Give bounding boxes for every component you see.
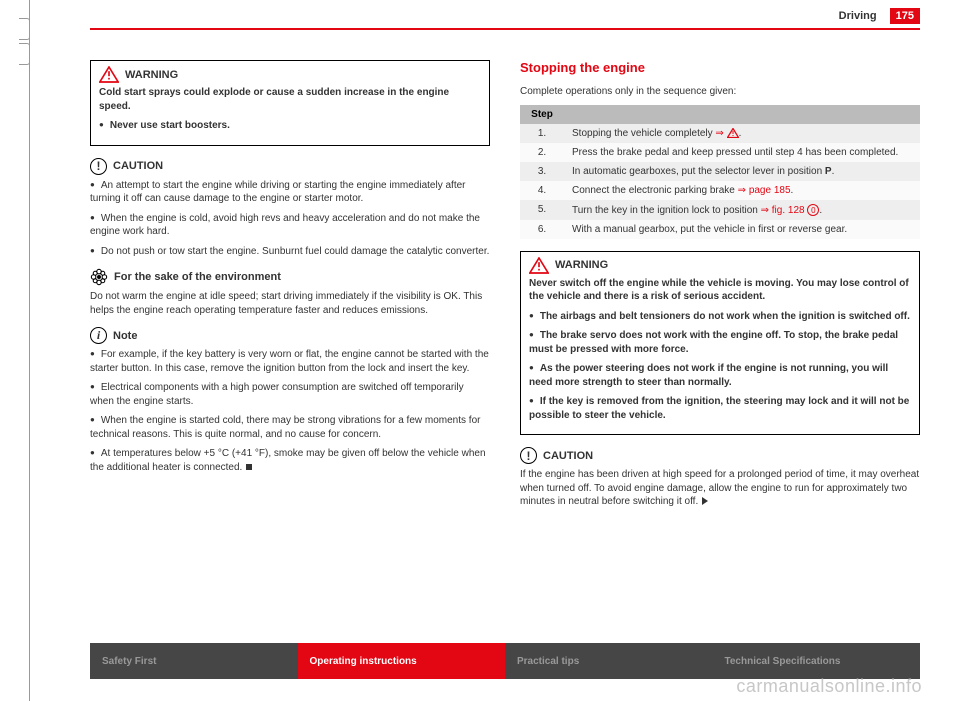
caution-list: An attempt to start the engine while dri… (90, 179, 490, 259)
page-link: ⇒ page 185 (738, 185, 791, 196)
step-no: 1. (520, 124, 564, 143)
page-number: 175 (890, 8, 920, 24)
list-item: If the key is removed from the ignition,… (529, 395, 911, 422)
warning-head: WARNING (529, 257, 911, 274)
step-text: Turn the key in the ignition lock to pos… (564, 200, 920, 220)
tab-operating[interactable]: Operating instructions (298, 643, 506, 679)
note-list: For example, if the key battery is very … (90, 348, 490, 474)
warning-box: WARNING Cold start sprays could explode … (90, 60, 490, 146)
step-no: 4. (520, 181, 564, 200)
watermark: carmanualsonline.info (736, 676, 922, 697)
list-item: The airbags and belt tensioners do not w… (529, 310, 911, 324)
list-item: When the engine is cold, avoid high revs… (90, 212, 490, 239)
warning-title: WARNING (555, 259, 608, 271)
warning-lead: Never switch off the engine while the ve… (529, 277, 911, 304)
caution-title: CAUTION (543, 450, 593, 462)
step-text: Stopping the vehicle completely ⇒ . (564, 124, 920, 143)
step-text: Connect the electronic parking brake ⇒ p… (564, 181, 920, 200)
caution-text: If the engine has been driven at high sp… (520, 468, 920, 509)
header-section: Driving (839, 10, 877, 22)
content-area: WARNING Cold start sprays could explode … (90, 60, 920, 515)
warning-triangle-icon (727, 128, 739, 138)
table-head-blank (564, 105, 920, 124)
position-badge: 0 (807, 204, 819, 216)
step-text-a: Connect the electronic parking brake (572, 185, 738, 196)
page: Driving 175 WARNING Cold start sprays co… (0, 0, 960, 701)
step-text-c: . (739, 128, 742, 139)
step-no: 3. (520, 162, 564, 181)
flower-icon (90, 268, 108, 286)
step-text-b: . (819, 205, 822, 216)
note-title: Note (113, 330, 137, 342)
table-row: 5. Turn the key in the ignition lock to … (520, 200, 920, 220)
list-item: When the engine is started cold, there m… (90, 414, 490, 441)
running-header: Driving 175 (839, 8, 920, 24)
warning-title: WARNING (125, 69, 178, 81)
continue-arrow-icon (702, 497, 708, 505)
list-item: Do not push or tow start the engine. Sun… (90, 245, 490, 259)
tab-technical[interactable]: Technical Specifications (713, 643, 921, 679)
warning-item: Never use start boosters. (99, 119, 481, 133)
tab-practical[interactable]: Practical tips (505, 643, 713, 679)
header-rule (90, 28, 920, 30)
step-text: With a manual gearbox, put the vehicle i… (564, 220, 920, 239)
caution-text-content: If the engine has been driven at high sp… (520, 469, 919, 507)
step-text-b: . (832, 166, 835, 177)
binding-edge (0, 0, 30, 701)
step-text: Press the brake pedal and keep pressed u… (564, 143, 920, 162)
list-item: The brake servo does not work with the e… (529, 329, 911, 356)
list-item: Electrical components with a high power … (90, 381, 490, 408)
bold-letter: P (825, 166, 832, 177)
table-row: 6. With a manual gearbox, put the vehicl… (520, 220, 920, 239)
table-row: 1. Stopping the vehicle completely ⇒ . (520, 124, 920, 143)
intro-text: Complete operations only in the sequence… (520, 85, 920, 99)
step-text-a: Stopping the vehicle completely (572, 128, 715, 139)
right-column: Stopping the engine Complete operations … (520, 60, 920, 515)
step-text: In automatic gearboxes, put the selector… (564, 162, 920, 181)
link-arrow: ⇒ (715, 128, 723, 139)
list-item: An attempt to start the engine while dri… (90, 179, 490, 206)
table-head-step: Step (520, 105, 564, 124)
step-no: 6. (520, 220, 564, 239)
table-row: 4. Connect the electronic parking brake … (520, 181, 920, 200)
heading-stopping: Stopping the engine (520, 60, 920, 75)
step-text-a: Turn the key in the ignition lock to pos… (572, 205, 761, 216)
warning-line: Cold start sprays could explode or cause… (99, 86, 481, 113)
end-mark-icon (246, 464, 252, 470)
warning-head: WARNING (99, 66, 481, 83)
fig-link: ⇒ fig. 128 (761, 205, 805, 216)
environment-head: For the sake of the environment (90, 268, 490, 286)
caution-head: ! CAUTION (520, 447, 920, 464)
caution-icon: ! (520, 447, 537, 464)
step-text-b: . (791, 185, 794, 196)
table-row: 2. Press the brake pedal and keep presse… (520, 143, 920, 162)
tab-safety[interactable]: Safety First (90, 643, 298, 679)
list-item: As the power steering does not work if t… (529, 362, 911, 389)
caution-icon: ! (90, 158, 107, 175)
list-item: For example, if the key battery is very … (90, 348, 490, 375)
warning-triangle-icon (99, 66, 119, 83)
info-icon: i (90, 327, 107, 344)
table-row: 3. In automatic gearboxes, put the selec… (520, 162, 920, 181)
list-item-text: At temperatures below +5 °C (+41 °F), sm… (90, 448, 486, 473)
warning-triangle-icon (529, 257, 549, 274)
step-no: 2. (520, 143, 564, 162)
step-no: 5. (520, 200, 564, 220)
list-item: At temperatures below +5 °C (+41 °F), sm… (90, 447, 490, 474)
warning-list: The airbags and belt tensioners do not w… (529, 310, 911, 423)
footer-tabs: Safety First Operating instructions Prac… (90, 643, 920, 679)
caution-title: CAUTION (113, 160, 163, 172)
warning-box: WARNING Never switch off the engine whil… (520, 251, 920, 436)
left-column: WARNING Cold start sprays could explode … (90, 60, 490, 515)
steps-table: Step 1. Stopping the vehicle completely … (520, 105, 920, 239)
step-text-a: In automatic gearboxes, put the selector… (572, 166, 825, 177)
environment-text: Do not warm the engine at idle speed; st… (90, 290, 490, 317)
environment-title: For the sake of the environment (114, 271, 281, 283)
caution-head: ! CAUTION (90, 158, 490, 175)
note-head: i Note (90, 327, 490, 344)
warning-list: Never use start boosters. (99, 119, 481, 133)
table-head-row: Step (520, 105, 920, 124)
